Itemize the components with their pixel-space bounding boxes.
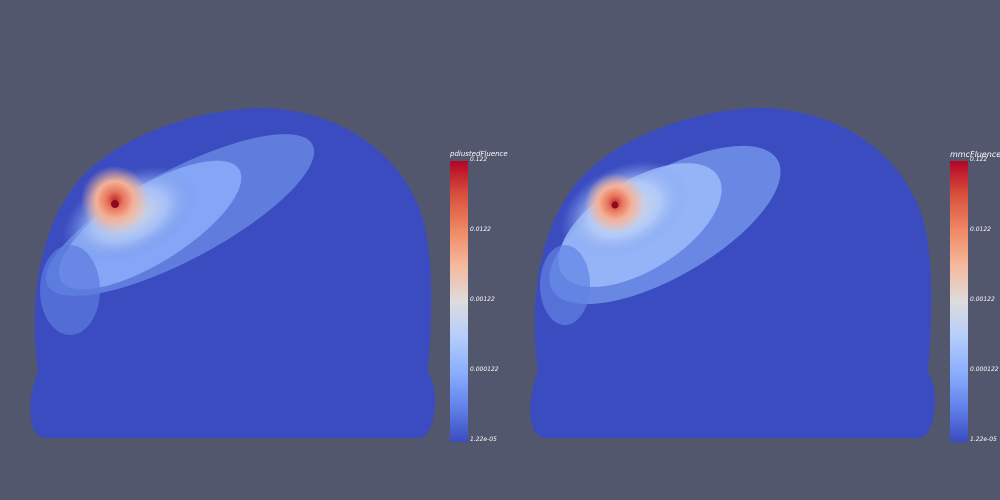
left-tick-label: 0.000122 — [470, 366, 499, 373]
right-fluence-rendering — [530, 108, 935, 438]
left-scalar-bar-title: pdiustedFluence — [450, 150, 508, 158]
right-tick-label: 0.122 — [970, 156, 988, 163]
left-tick-label: 0.0122 — [470, 226, 491, 233]
left-tick-label: 1.22e-05 — [470, 436, 497, 443]
left-fluence-rendering — [30, 108, 435, 438]
right-tick-label: 0.000122 — [970, 366, 999, 373]
right-tick-label: 0.0122 — [970, 226, 991, 233]
left-render-view[interactable]: pdiustedFluence 0.122 0.0122 0.00122 0.0… — [0, 0, 508, 500]
right-scalar-bar-title: mmcFluence — [950, 150, 1000, 159]
right-tick-label: 0.00122 — [970, 296, 995, 303]
left-tick-label: 0.122 — [470, 156, 488, 163]
right-color-gradient — [950, 161, 968, 442]
fluence-plume-left — [40, 134, 315, 335]
right-render-view[interactable]: mmcFluence 0.122 0.0122 0.00122 0.000122… — [500, 0, 1000, 500]
fluence-plume-right — [540, 145, 781, 325]
left-color-gradient — [450, 161, 468, 442]
right-scalar-bar: mmcFluence 0.122 0.0122 0.00122 0.000122… — [950, 150, 1000, 450]
left-tick-label: 0.00122 — [470, 296, 495, 303]
left-scalar-bar: pdiustedFluence 0.122 0.0122 0.00122 0.0… — [450, 150, 510, 450]
right-tick-label: 1.22e-05 — [970, 436, 997, 443]
